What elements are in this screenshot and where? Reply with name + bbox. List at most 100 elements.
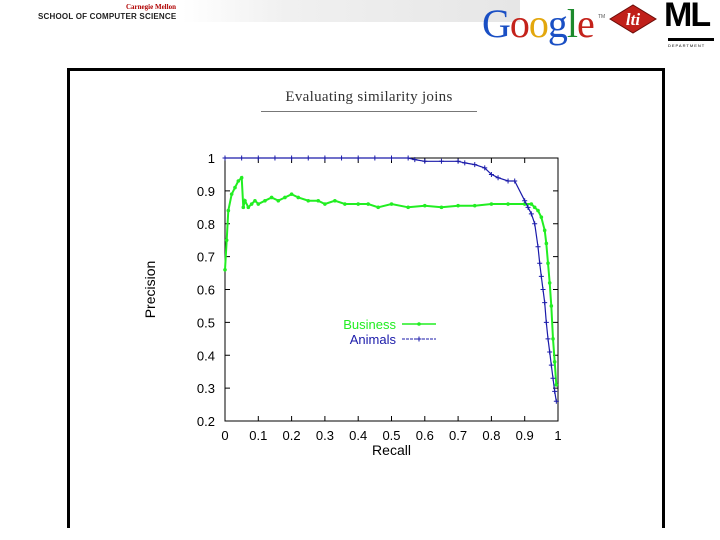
animals-point bbox=[355, 155, 361, 161]
business-point bbox=[239, 175, 244, 180]
business-point bbox=[256, 202, 261, 206]
business-point bbox=[229, 192, 234, 196]
animals-point bbox=[305, 155, 311, 161]
y-tick-label: 0.8 bbox=[197, 217, 215, 232]
animals-point bbox=[545, 336, 551, 342]
x-tick-label: 0.2 bbox=[283, 428, 301, 443]
business-point bbox=[539, 215, 544, 219]
y-axis-label: Precision bbox=[142, 261, 158, 319]
business-point bbox=[366, 202, 370, 206]
animals-point bbox=[389, 155, 394, 161]
svg-text:lti: lti bbox=[626, 10, 640, 29]
animals-point bbox=[322, 155, 328, 161]
business-point bbox=[549, 304, 554, 308]
business-point bbox=[296, 195, 301, 200]
google-letter: g bbox=[547, 1, 568, 46]
business-point bbox=[536, 208, 540, 213]
business-point bbox=[356, 202, 361, 206]
x-tick-label: 0.9 bbox=[516, 428, 534, 443]
business-point bbox=[263, 198, 267, 203]
google-letter: o bbox=[509, 1, 530, 46]
business-point bbox=[472, 203, 477, 208]
business-point bbox=[546, 261, 550, 265]
business-point bbox=[376, 205, 380, 210]
animals-point bbox=[522, 198, 528, 204]
business-point bbox=[306, 198, 311, 203]
animals-point bbox=[550, 375, 556, 381]
animals-point bbox=[538, 273, 544, 279]
business-point bbox=[547, 281, 552, 285]
legend-label-business: Business bbox=[343, 317, 396, 332]
animals-point bbox=[532, 221, 538, 227]
business-point bbox=[283, 195, 287, 200]
header-banner: Carnegie Mellon SCHOOL OF COMPUTER SCIEN… bbox=[0, 0, 720, 52]
business-point bbox=[249, 202, 254, 206]
animals-point bbox=[552, 388, 558, 394]
animals-point bbox=[239, 155, 245, 161]
business-point bbox=[542, 228, 547, 233]
animals-point bbox=[512, 178, 518, 184]
business-point bbox=[316, 198, 321, 203]
legend-marker-animals bbox=[416, 336, 422, 342]
ml-underline bbox=[668, 38, 714, 41]
slide-frame: Evaluating similarity joins 0.2 0.3 0.4 0.5… bbox=[67, 68, 665, 528]
google-tm: TM bbox=[598, 14, 606, 20]
precision-recall-chart: 0.2 0.3 0.4 0.5 0.6 0.7 0.8 0.9 1 0 0.1 0.2 0.3 0.4 0.… bbox=[142, 151, 562, 458]
ml-department-logo: ML DEPARTMENT bbox=[664, 0, 716, 50]
animals-point bbox=[222, 155, 228, 161]
animals-point bbox=[272, 155, 278, 161]
animals-point bbox=[455, 158, 461, 164]
business-point bbox=[246, 205, 251, 210]
x-tick-label: 0.3 bbox=[316, 428, 334, 443]
business-point bbox=[236, 179, 241, 183]
animals-point bbox=[405, 155, 411, 161]
business-point bbox=[406, 205, 410, 210]
business-point bbox=[506, 202, 510, 206]
legend-marker-business bbox=[417, 322, 421, 326]
ml-dept-label: DEPARTMENT bbox=[668, 43, 706, 48]
business-point bbox=[554, 383, 559, 387]
x-tick-label: 0.1 bbox=[249, 428, 267, 443]
animals-point bbox=[543, 319, 549, 325]
business-point bbox=[323, 202, 327, 206]
animals-point bbox=[505, 178, 511, 184]
chart-title: Evaluating similarity joins bbox=[285, 89, 453, 105]
business-point bbox=[253, 198, 257, 203]
x-tick-label: 0.4 bbox=[349, 428, 367, 443]
business-point bbox=[276, 198, 281, 203]
animals-point bbox=[548, 362, 554, 368]
animals-point bbox=[339, 155, 345, 161]
animals-point bbox=[255, 155, 261, 161]
school-label: SCHOOL OF COMPUTER SCIENCE bbox=[38, 12, 177, 21]
x-tick-label: 1 bbox=[554, 428, 561, 443]
business-point bbox=[529, 202, 534, 206]
business-point bbox=[224, 238, 229, 242]
animals-point bbox=[438, 158, 444, 164]
animals-point bbox=[537, 260, 543, 266]
business-point bbox=[532, 205, 537, 210]
y-tick-label: 0.5 bbox=[197, 315, 215, 330]
business-point bbox=[269, 195, 274, 200]
x-axis-label: Recall bbox=[372, 442, 411, 458]
business-point bbox=[552, 360, 557, 364]
x-tick-label: 0.5 bbox=[382, 428, 400, 443]
business-point bbox=[489, 202, 494, 206]
y-tick-label: 0.7 bbox=[197, 250, 215, 265]
ml-wordmark: ML bbox=[664, 0, 711, 34]
x-tick-label: 0.7 bbox=[449, 428, 467, 443]
business-point bbox=[456, 203, 460, 208]
x-tick-label: 0.8 bbox=[482, 428, 500, 443]
animals-point bbox=[488, 171, 494, 177]
chart-title-underline bbox=[261, 111, 477, 112]
animals-point bbox=[462, 160, 468, 166]
business-point bbox=[223, 267, 227, 272]
business-point bbox=[551, 337, 555, 341]
animals-point bbox=[289, 155, 295, 161]
business-point bbox=[226, 208, 231, 213]
series-line-business bbox=[224, 175, 558, 385]
business-point bbox=[241, 205, 246, 210]
google-logo: Google bbox=[482, 1, 595, 46]
animals-point bbox=[525, 204, 531, 210]
y-tick-label: 0.4 bbox=[197, 348, 215, 363]
y-tick-label: 0.9 bbox=[197, 184, 215, 199]
